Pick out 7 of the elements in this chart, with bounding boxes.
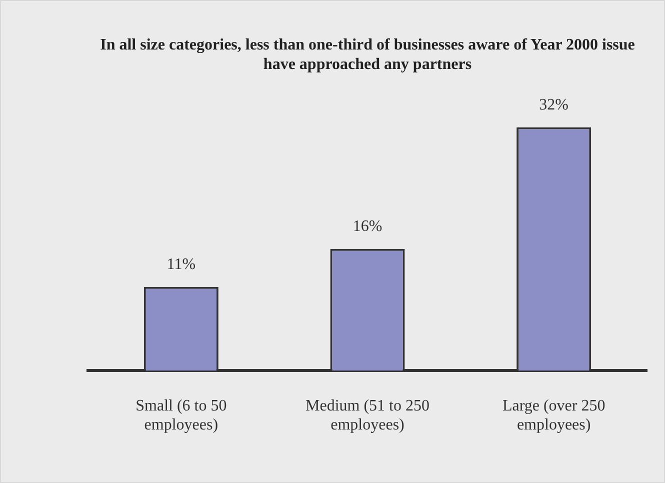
chart-title: In all size categories, less than one-third of businesses aware of Year 2000 issue have approached any partners: [100, 36, 635, 73]
x-tick-label: Large (over 250 employees): [502, 397, 606, 434]
data-label: 16%: [352, 218, 382, 236]
data-label: 32%: [539, 96, 568, 114]
data-label: 11%: [166, 256, 196, 274]
x-tick-label: Medium (51 to 250 employees): [306, 397, 430, 434]
x-tick-label: Small (6 to 50 employees): [136, 397, 227, 434]
